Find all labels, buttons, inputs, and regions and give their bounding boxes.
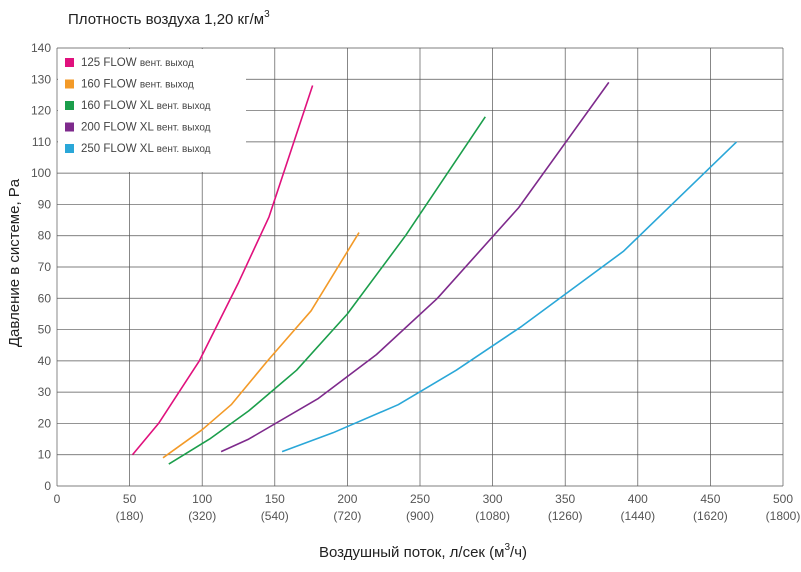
chart-title: Плотность воздуха 1,20 кг/м3 [68,9,270,28]
y-tick-label: 40 [38,354,52,368]
legend-entry: 160 FLOW вент. выход [81,79,194,91]
legend-entry: 160 FLOW XL вент. выход [81,100,211,112]
y-tick-label: 60 [38,291,52,305]
x-axis-label: Воздушный поток, л/сек (м3/ч) [319,542,527,561]
x-tick-sublabel: (180) [116,509,144,523]
y-tick-label: 120 [31,104,51,118]
y-tick-label: 50 [38,323,52,337]
y-tick-label: 90 [38,197,52,211]
legend-swatch [65,144,74,153]
y-tick-label: 30 [38,385,52,399]
y-tick-label: 130 [31,72,51,86]
series-line-5 [281,141,738,453]
legend-swatch [65,122,74,132]
y-tick-label: 80 [38,229,52,243]
x-axis-ticks: 0 50 (180) 100 (320) 150 (540) 200 (720) 250 (900)… [54,492,801,523]
x-tick-label: 350 [555,492,575,506]
x-tick-label: 500 [773,492,793,506]
x-tick-sublabel: (1440) [620,509,655,523]
legend-entry: 125 FLOW вент. выход [81,57,194,69]
y-tick-label: 0 [44,479,51,493]
legend: 125 FLOW вент. выход 160 FLOW вент. выход… [58,49,246,172]
legend-swatch [65,79,74,89]
x-tick-sublabel: (320) [188,509,216,523]
y-tick-label: 20 [38,416,52,430]
x-tick-label: 200 [337,492,357,506]
y-axis-label: Давление в системе, Pa [6,178,23,347]
legend-entry: 250 FLOW XL вент. выход [81,143,211,155]
y-tick-label: 140 [31,41,51,55]
series-line-4 [220,81,610,453]
legend-swatch [65,58,74,67]
x-tick-label: 0 [54,492,61,506]
x-tick-sublabel: (720) [333,509,361,523]
series-lines [131,81,738,465]
y-tick-label: 70 [38,260,52,274]
series-line-1 [131,85,314,456]
y-tick-label: 110 [32,135,51,149]
x-tick-label: 50 [123,492,137,506]
x-tick-label: 300 [483,492,503,506]
legend-swatch [65,101,74,110]
x-tick-label: 400 [628,492,648,506]
x-tick-label: 100 [192,492,212,506]
x-tick-label: 250 [410,492,430,506]
series-line-3 [168,116,486,465]
x-tick-sublabel: (1800) [766,509,801,523]
series-line-2 [162,232,360,459]
legend-box [58,49,246,172]
y-axis-ticks: 0 10 20 30 40 50 60 70 80 90 100 110 120 130 140 [31,41,51,493]
y-tick-label: 10 [38,448,52,462]
x-tick-label: 450 [700,492,720,506]
x-tick-label: 150 [265,492,285,506]
x-tick-sublabel: (1080) [475,509,510,523]
x-tick-sublabel: (900) [406,509,434,523]
x-tick-sublabel: (1620) [693,509,728,523]
x-tick-sublabel: (540) [261,509,289,523]
y-tick-label: 100 [31,166,51,180]
x-tick-sublabel: (1260) [548,509,583,523]
legend-entry: 200 FLOW XL вент. выход [81,122,211,134]
